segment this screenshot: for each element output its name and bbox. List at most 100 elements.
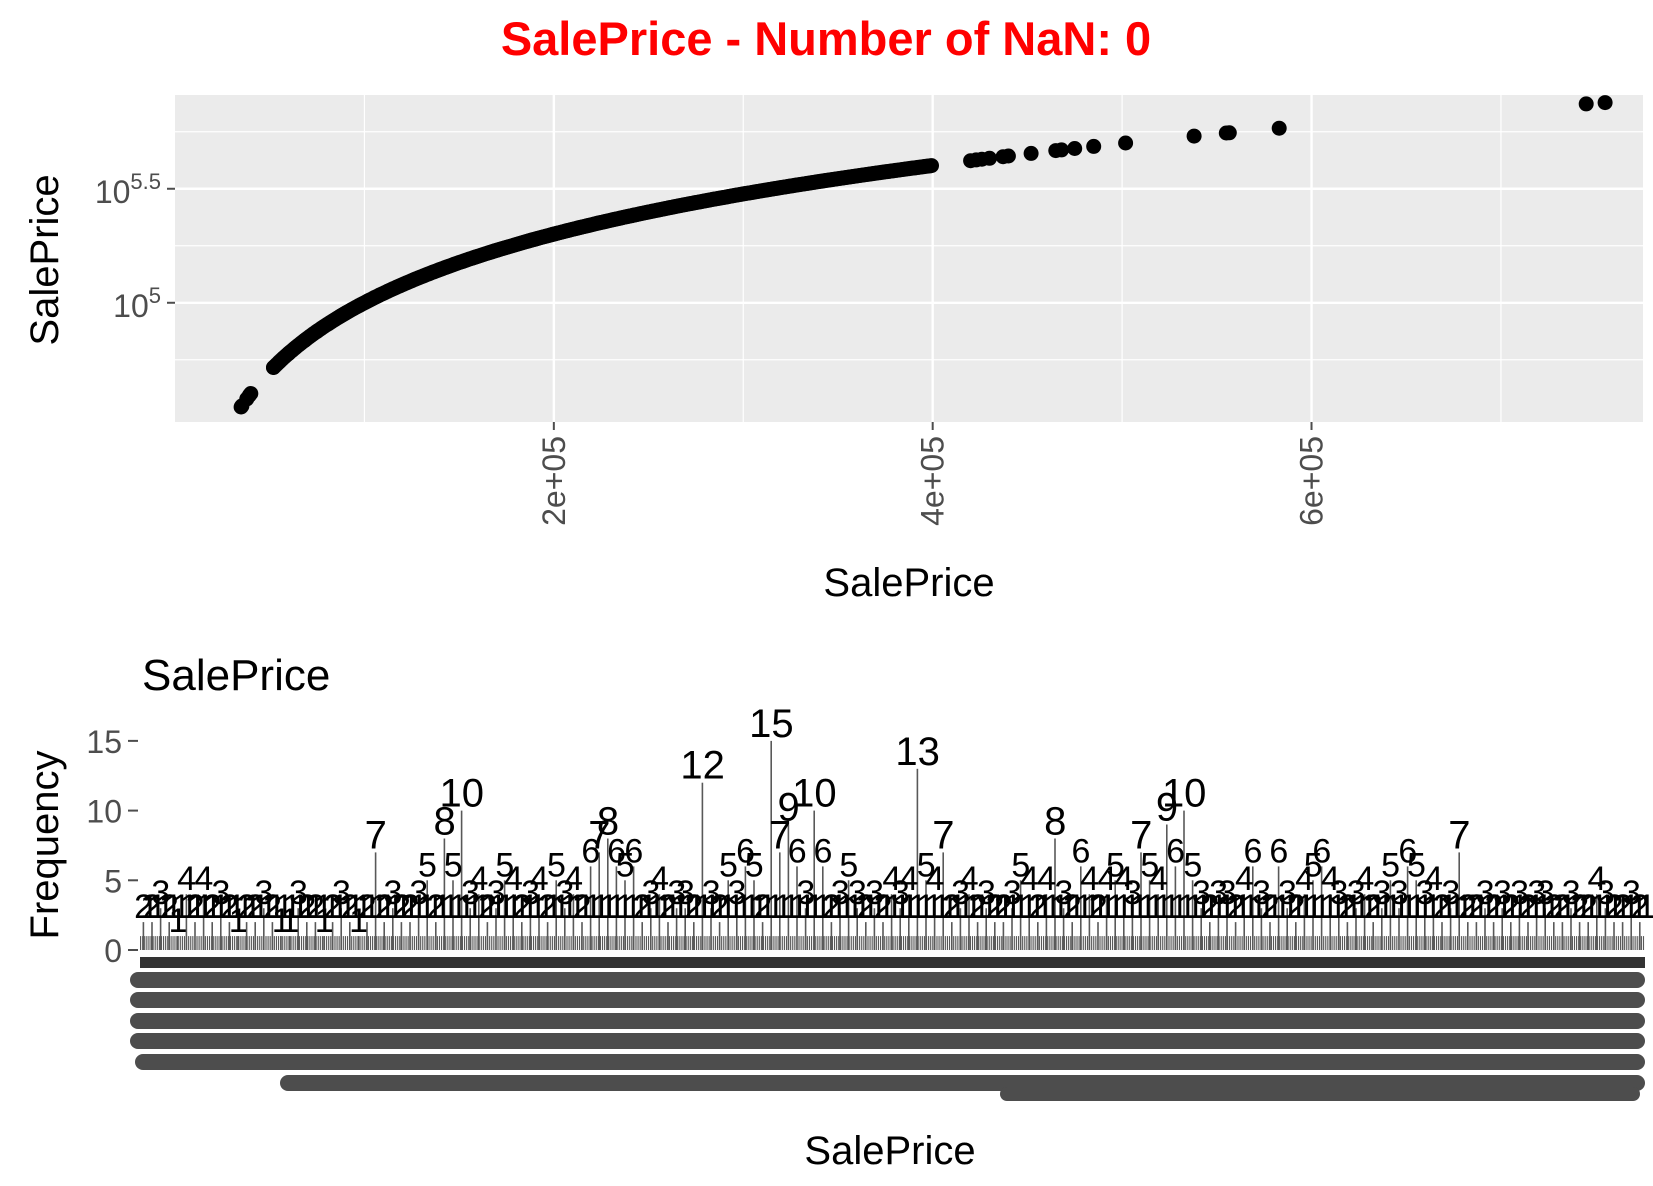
bar-data-label: 15 [749, 702, 794, 746]
scatter-panel-background [175, 95, 1643, 422]
bar [1394, 936, 1396, 950]
bar-data-label: 3 [1390, 874, 1409, 912]
bar [344, 936, 346, 950]
bar [1130, 936, 1132, 950]
bar-data-label: 3 [1278, 874, 1297, 912]
bar [1542, 936, 1544, 950]
bar-data-label: 2 [1338, 888, 1357, 926]
bar [156, 936, 158, 950]
bar-data-label: 1 [164, 888, 183, 926]
bar [378, 936, 380, 950]
bar [1151, 936, 1153, 950]
bar [813, 810, 815, 950]
bar-data-label: 2 [427, 888, 446, 926]
bar [1518, 908, 1521, 950]
bar [1120, 936, 1122, 950]
bar-data-label: 1 [1083, 888, 1102, 926]
bar [737, 936, 739, 950]
scatter-points [233, 95, 1613, 415]
bar [1429, 936, 1431, 950]
bar [469, 908, 471, 950]
bar-data-label: 4 [504, 860, 523, 898]
bar [1509, 936, 1511, 950]
bar-data-label: 2 [1459, 888, 1478, 926]
bar-data-label: 1 [148, 888, 167, 926]
bar-data-label: 1 [1455, 888, 1474, 926]
bar-data-label: 1 [1582, 888, 1601, 926]
bar-data-label: 1 [996, 888, 1015, 926]
bar [1449, 908, 1452, 950]
bar [1109, 936, 1112, 950]
bar-data-label: 1 [378, 888, 397, 926]
bar [840, 936, 842, 950]
bar [838, 936, 840, 950]
bar-data-label: 1 [180, 888, 199, 926]
bar [675, 908, 678, 950]
bar [1366, 936, 1369, 950]
bar [1153, 936, 1155, 950]
bar-data-label: 1 [251, 888, 270, 926]
bar-data-label: 1 [1368, 888, 1387, 926]
bar-data-label: 1 [235, 888, 254, 926]
scatter-point [1186, 128, 1202, 144]
bar [1534, 936, 1536, 950]
bar [815, 936, 817, 950]
bar [572, 894, 575, 950]
bar-data-label: 1 [829, 888, 848, 926]
bar-data-label: 1 [1178, 888, 1197, 926]
bar-data-label: 2 [1579, 888, 1598, 926]
bar-data-label: 1 [972, 888, 991, 926]
bar-data-label: 1 [861, 888, 880, 926]
bar [721, 936, 723, 950]
bar [1279, 936, 1281, 950]
bar-data-label: 1 [1423, 888, 1442, 926]
bar-data-label: 1 [734, 888, 753, 926]
bar [228, 922, 231, 950]
scatter-y-axis-ticks: 105 105.5 [95, 169, 175, 324]
bar [361, 936, 363, 950]
bar-data-label: 1 [272, 902, 291, 940]
bar [259, 936, 261, 950]
bar [326, 936, 328, 950]
bar-data-label: 5 [547, 846, 566, 884]
bar [902, 936, 905, 950]
bar-data-label: 1 [869, 888, 888, 926]
bar [1502, 936, 1505, 950]
scatter-y-axis-label: SalePrice [23, 174, 67, 345]
bar-data-label: 1 [441, 888, 460, 926]
bar [731, 936, 733, 950]
bar [221, 936, 223, 950]
bar-data-label: 2 [943, 888, 962, 926]
bar [681, 936, 683, 950]
bar [200, 936, 202, 950]
bar-data-label: 1 [568, 888, 587, 926]
bar [631, 936, 633, 950]
bar [549, 936, 551, 950]
bar-data-label: 1 [1027, 888, 1046, 926]
bar-data-label: 1 [1098, 888, 1117, 926]
bar [1068, 936, 1070, 950]
bar [1435, 936, 1438, 950]
bar [392, 908, 394, 950]
bar [1063, 936, 1066, 950]
bar [1379, 936, 1381, 950]
bar [877, 936, 880, 950]
bar [907, 936, 909, 950]
bar-data-label: 1 [1297, 888, 1316, 926]
bar [587, 936, 589, 950]
bar-data-label: 4 [900, 860, 919, 898]
bar [321, 936, 323, 950]
bar-data-label: 5 [1106, 846, 1125, 884]
bar [1118, 936, 1120, 950]
bar [424, 936, 426, 950]
bar [1383, 936, 1385, 950]
bar-data-label: 1 [956, 888, 975, 926]
bar-data-label: 2 [143, 888, 162, 926]
bar [340, 908, 342, 950]
bar-data-label: 1 [576, 888, 595, 926]
bar [1634, 936, 1636, 950]
bar [374, 852, 377, 950]
bar [1147, 936, 1149, 950]
bar [1348, 936, 1350, 950]
